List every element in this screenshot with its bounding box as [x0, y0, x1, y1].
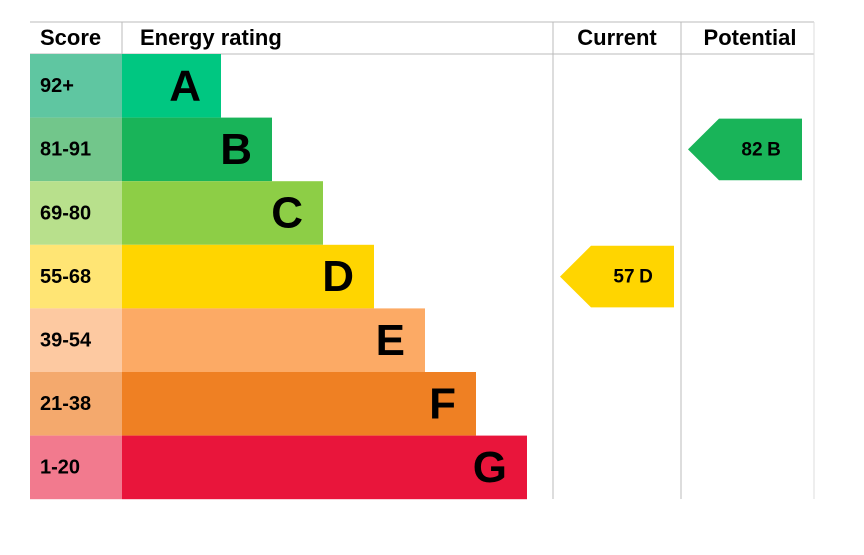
score-range: 39-54 — [40, 329, 92, 351]
potential-arrow — [688, 118, 802, 181]
score-range: 92+ — [40, 75, 74, 97]
score-cell — [30, 372, 122, 436]
header-score: Score — [40, 25, 101, 50]
header-current: Current — [577, 25, 657, 50]
current-score: 57 — [613, 267, 634, 288]
rating-bar — [122, 181, 323, 245]
score-range: 55-68 — [40, 266, 91, 288]
score-cell — [30, 308, 122, 372]
score-range: 1-20 — [40, 457, 80, 479]
score-cell — [30, 435, 122, 500]
rating-bar — [122, 244, 374, 309]
rating-letter: F — [429, 379, 456, 428]
score-range: 69-80 — [40, 202, 91, 224]
rating-letter: E — [376, 316, 405, 365]
rating-letter: G — [473, 443, 507, 492]
score-cell — [30, 244, 122, 309]
header-potential: Potential — [704, 25, 797, 50]
score-range: 21-38 — [40, 393, 91, 415]
score-cell — [30, 117, 122, 182]
rating-bar — [122, 435, 527, 500]
current-arrow — [560, 245, 674, 308]
rating-letter: D — [322, 252, 354, 301]
score-range: 81-91 — [40, 139, 91, 161]
potential-score: 82 — [741, 139, 762, 160]
rating-bar — [122, 372, 476, 436]
header-energy: Energy rating — [140, 25, 282, 50]
rating-bar — [122, 54, 221, 118]
current-letter: D — [639, 267, 653, 288]
rating-letter: A — [169, 61, 201, 110]
rating-bar — [122, 308, 425, 372]
score-cell — [30, 181, 122, 245]
potential-letter: B — [767, 139, 781, 160]
rating-bar — [122, 117, 272, 182]
rating-letter: C — [271, 189, 303, 238]
score-cell — [30, 54, 122, 118]
rating-letter: B — [220, 125, 252, 174]
